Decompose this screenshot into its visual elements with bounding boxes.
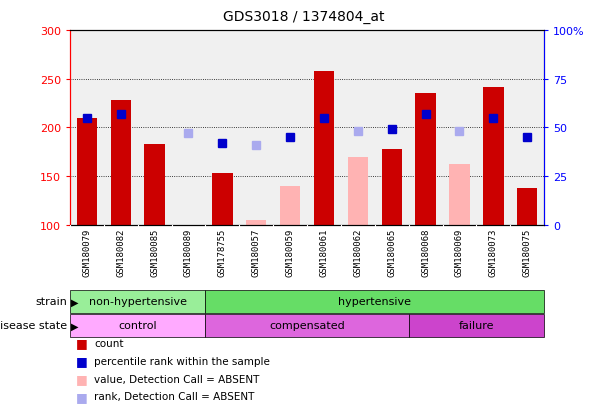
Text: GSM180089: GSM180089: [184, 228, 193, 277]
Text: compensated: compensated: [269, 320, 345, 331]
Bar: [449, 165, 469, 225]
Bar: [77, 118, 97, 225]
Text: count: count: [94, 338, 124, 348]
Bar: [280, 186, 300, 225]
Text: ■: ■: [76, 354, 88, 368]
Text: non-hypertensive: non-hypertensive: [89, 297, 187, 307]
Text: value, Detection Call = ABSENT: value, Detection Call = ABSENT: [94, 374, 260, 384]
Text: ■: ■: [76, 372, 88, 385]
Bar: [212, 173, 232, 225]
Text: GSM180073: GSM180073: [489, 228, 498, 277]
Text: disease state: disease state: [0, 320, 67, 331]
Bar: [111, 101, 131, 225]
Text: GSM180075: GSM180075: [523, 228, 532, 277]
Text: hypertensive: hypertensive: [338, 297, 411, 307]
Text: GSM180062: GSM180062: [353, 228, 362, 277]
Text: ▶: ▶: [71, 320, 78, 331]
Bar: [382, 150, 402, 225]
Text: failure: failure: [458, 320, 494, 331]
Bar: [70, 290, 206, 313]
Text: GSM180059: GSM180059: [286, 228, 295, 277]
Text: ■: ■: [76, 337, 88, 350]
Bar: [246, 220, 266, 225]
Bar: [517, 188, 537, 225]
Text: percentile rank within the sample: percentile rank within the sample: [94, 356, 270, 366]
Text: control: control: [119, 320, 157, 331]
Text: GSM180082: GSM180082: [116, 228, 125, 277]
Bar: [145, 145, 165, 225]
Text: GSM180069: GSM180069: [455, 228, 464, 277]
Bar: [206, 314, 409, 337]
Bar: [409, 314, 544, 337]
Bar: [70, 314, 206, 337]
Text: GDS3018 / 1374804_at: GDS3018 / 1374804_at: [223, 10, 385, 24]
Text: ▶: ▶: [71, 297, 78, 307]
Text: GSM180065: GSM180065: [387, 228, 396, 277]
Bar: [415, 94, 436, 225]
Text: GSM180061: GSM180061: [319, 228, 328, 277]
Text: strain: strain: [35, 297, 67, 307]
Bar: [348, 157, 368, 225]
Text: GSM180068: GSM180068: [421, 228, 430, 277]
Bar: [314, 72, 334, 225]
Text: GSM180085: GSM180085: [150, 228, 159, 277]
Text: ■: ■: [76, 390, 88, 403]
Text: GSM178755: GSM178755: [218, 228, 227, 277]
Bar: [206, 290, 544, 313]
Text: rank, Detection Call = ABSENT: rank, Detection Call = ABSENT: [94, 392, 255, 401]
Text: GSM180079: GSM180079: [82, 228, 91, 277]
Text: GSM180057: GSM180057: [252, 228, 261, 277]
Bar: [483, 88, 503, 225]
